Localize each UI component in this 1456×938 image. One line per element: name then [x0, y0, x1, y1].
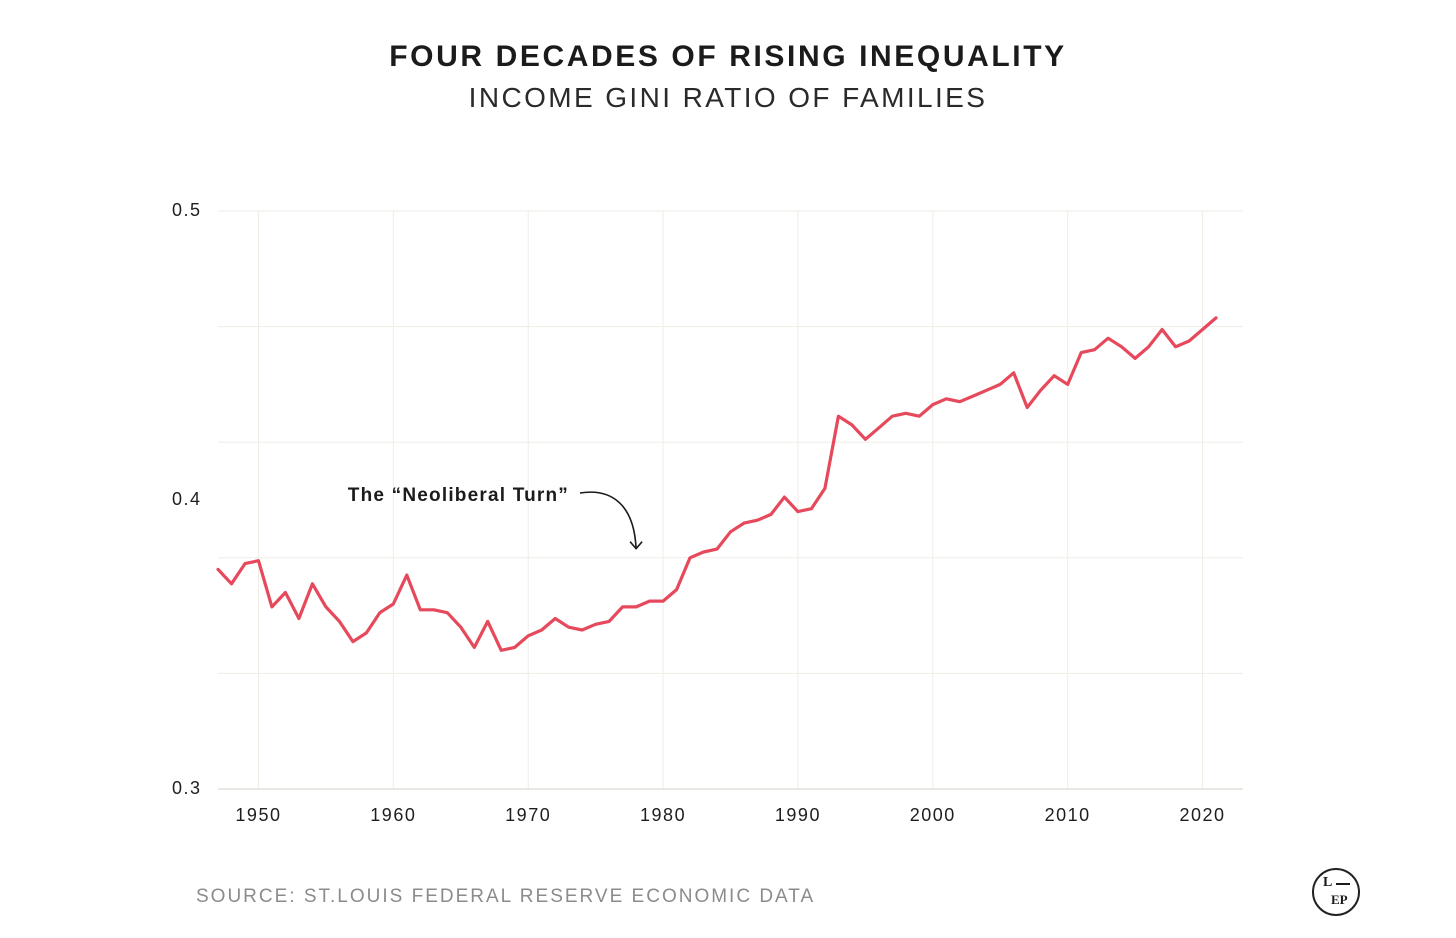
x-tick-label: 1960 — [370, 805, 416, 825]
y-tick-label: 0.3 — [172, 778, 202, 798]
x-tick-label: 1950 — [235, 805, 281, 825]
logo-divider — [1336, 883, 1350, 885]
annotation-layer: The “Neoliberal Turn” — [348, 485, 643, 550]
series-layer — [216, 316, 1218, 652]
x-tick-label: 2020 — [1180, 805, 1226, 825]
publisher-logo: L EP — [1312, 868, 1360, 916]
axes: 0.3 0.4 0.5 1950 1960 1970 1980 1990 2000 2010 202… — [172, 200, 1243, 825]
logo-letters-ep: EP — [1331, 892, 1348, 907]
x-tick-label: 2010 — [1045, 805, 1091, 825]
chart-title: FOUR DECADES OF RISING INEQUALITY — [389, 40, 1067, 73]
x-tick-label: 1980 — [640, 805, 686, 825]
grid-lines — [218, 210, 1243, 790]
y-tick-label: 0.4 — [172, 489, 202, 509]
y-tick-label: 0.5 — [172, 200, 202, 220]
x-tick-label: 1970 — [505, 805, 551, 825]
gini-series-line — [216, 316, 1218, 652]
annotation-arrow — [579, 491, 637, 549]
chart-subtitle: INCOME GINI RATIO OF FAMILIES — [468, 82, 988, 113]
source-note: SOURCE: ST.LOUIS FEDERAL RESERVE ECONOMI… — [196, 886, 816, 907]
x-tick-label: 1990 — [775, 805, 821, 825]
x-tick-label: 2000 — [910, 805, 956, 825]
annotation-arrowhead — [629, 541, 643, 550]
annotation-label: The “Neoliberal Turn” — [348, 485, 569, 506]
logo-letter-l: L — [1323, 875, 1333, 890]
